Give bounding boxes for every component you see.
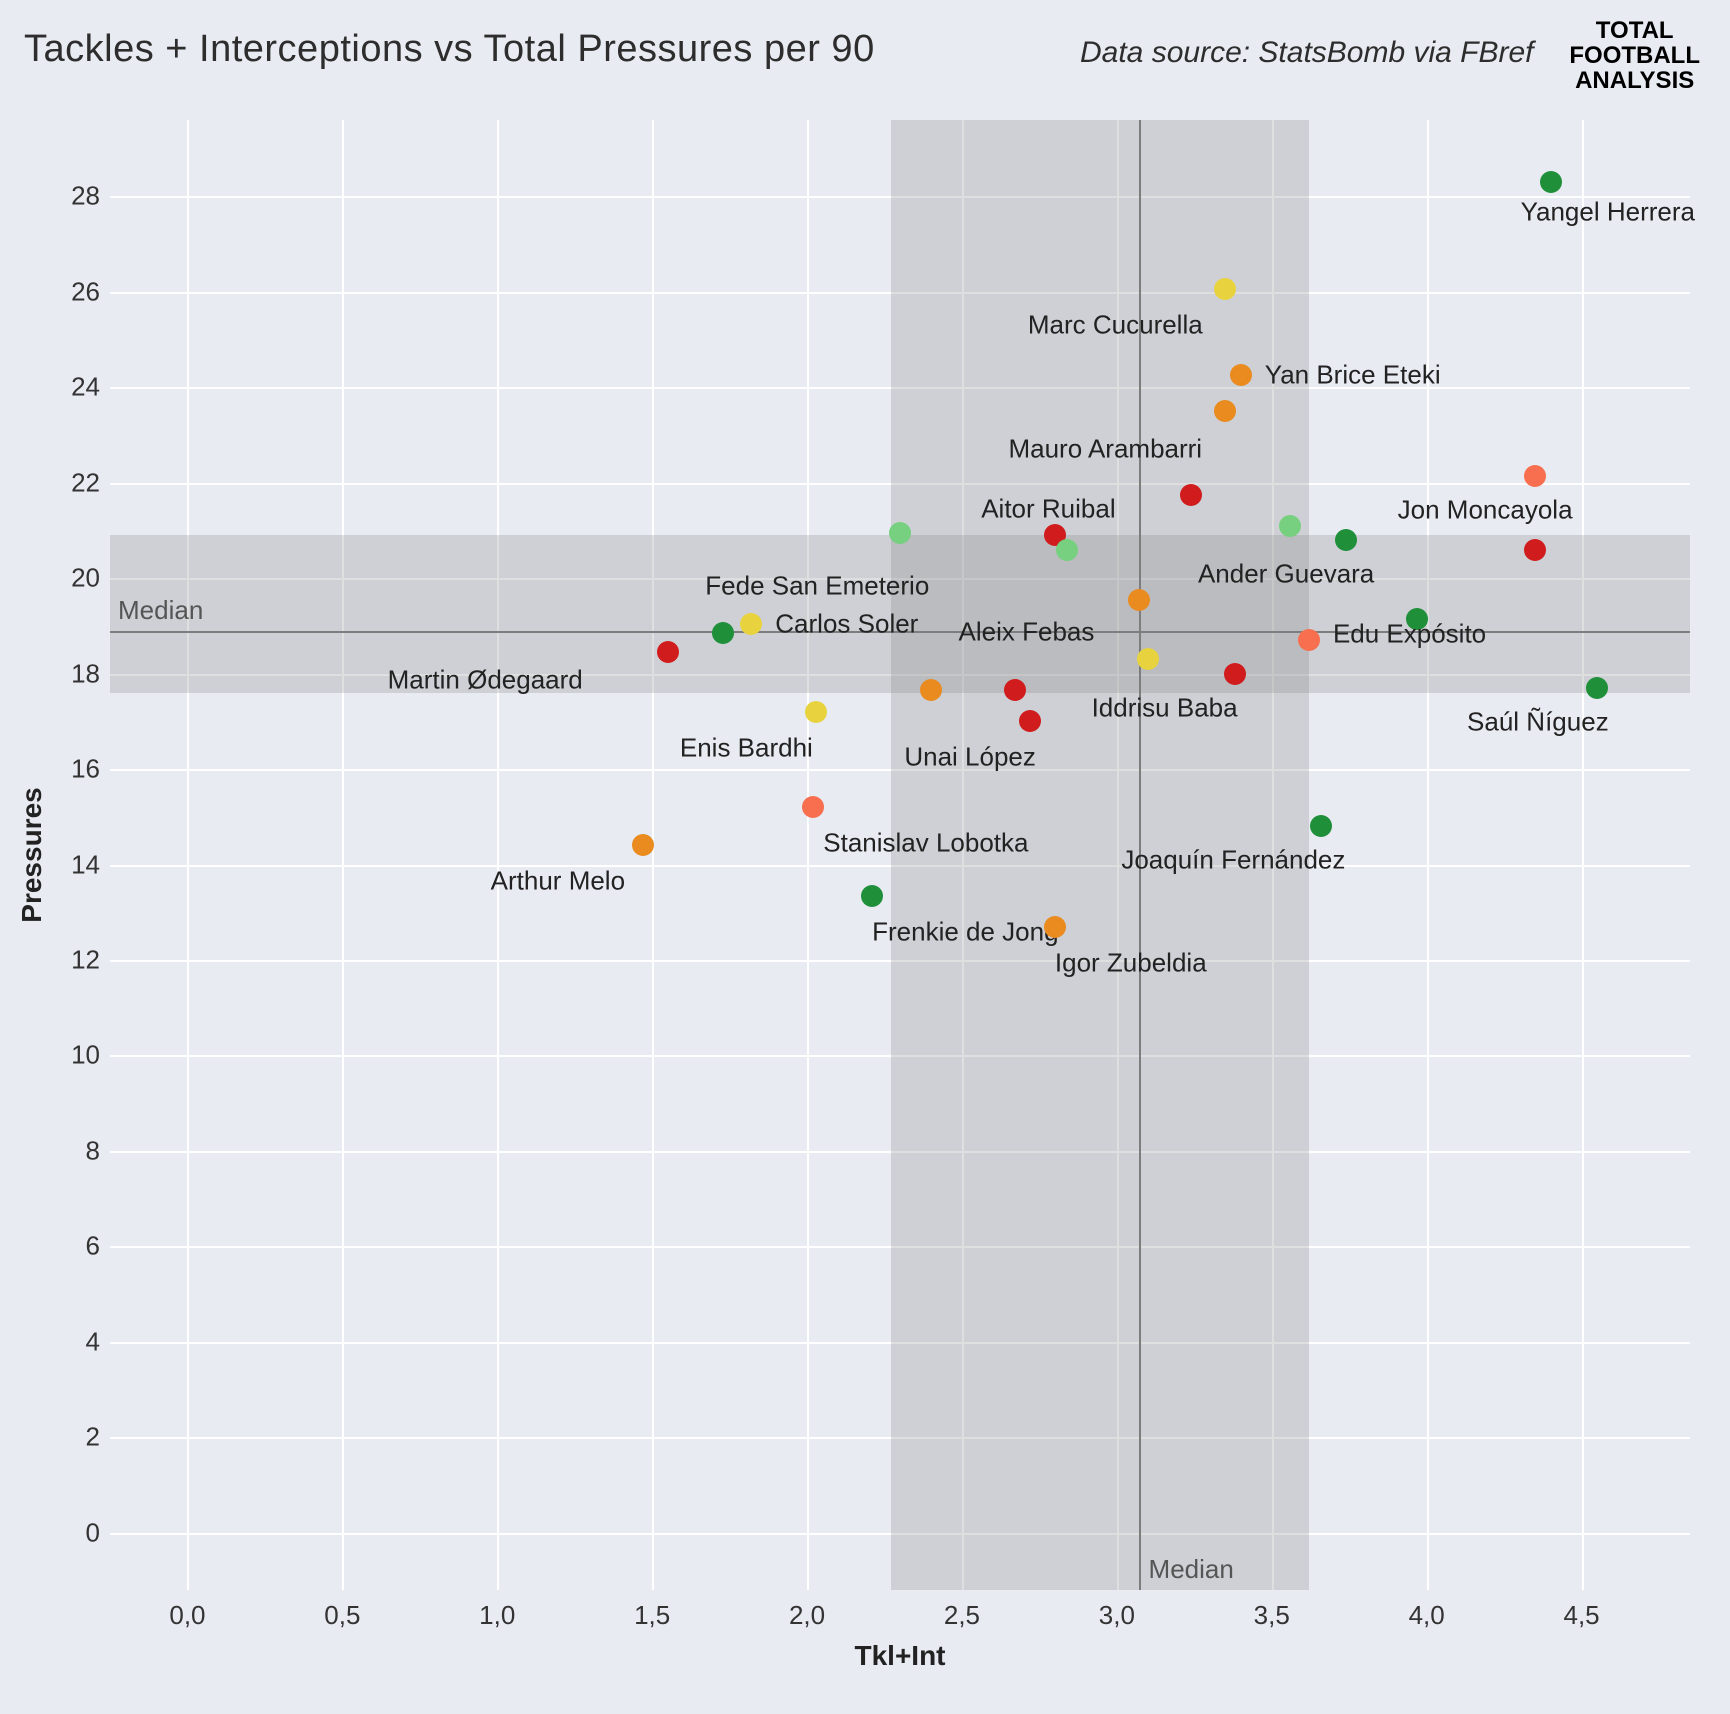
x-tick-label: 4,0 xyxy=(1409,1600,1445,1631)
data-point-label: Martin Ødegaard xyxy=(388,665,583,696)
data-point xyxy=(1230,364,1252,386)
gridline-v xyxy=(342,120,344,1590)
y-tick-label: 20 xyxy=(50,563,100,594)
data-point-label: Stanislav Lobotka xyxy=(823,828,1028,859)
data-point-label: Frenkie de Jong xyxy=(872,916,1058,947)
y-axis-label: Pressures xyxy=(16,787,48,922)
data-point xyxy=(1586,677,1608,699)
y-tick-label: 10 xyxy=(50,1040,100,1071)
y-tick-label: 26 xyxy=(50,276,100,307)
data-point xyxy=(1214,278,1236,300)
data-point xyxy=(920,679,942,701)
data-point-label: Aitor Ruibal xyxy=(981,493,1115,524)
y-tick-label: 6 xyxy=(50,1231,100,1262)
x-tick-label: 2,0 xyxy=(789,1600,825,1631)
gridline-v xyxy=(1427,120,1429,1590)
y-tick-label: 12 xyxy=(50,945,100,976)
y-tick-label: 16 xyxy=(50,754,100,785)
x-tick-label: 3,0 xyxy=(1099,1600,1135,1631)
y-tick-label: 14 xyxy=(50,849,100,880)
data-point xyxy=(632,834,654,856)
data-point xyxy=(1004,679,1026,701)
data-point xyxy=(1224,663,1246,685)
data-point xyxy=(889,522,911,544)
gridline-v xyxy=(1582,120,1584,1590)
data-point-label: Mauro Arambarri xyxy=(1008,434,1202,465)
y-tick-label: 28 xyxy=(50,181,100,212)
data-point-label: Arthur Melo xyxy=(491,866,625,897)
x-tick-label: 0,5 xyxy=(324,1600,360,1631)
data-point-label: Aleix Febas xyxy=(959,616,1095,647)
x-tick-label: 2,5 xyxy=(944,1600,980,1631)
gridline-v xyxy=(652,120,654,1590)
data-point xyxy=(802,796,824,818)
data-point xyxy=(1214,400,1236,422)
chart-container: Tackles + Interceptions vs Total Pressur… xyxy=(0,0,1730,1714)
y-tick-label: 24 xyxy=(50,372,100,403)
y-tick-label: 4 xyxy=(50,1326,100,1357)
y-tick-label: 0 xyxy=(50,1517,100,1548)
chart-title: Tackles + Interceptions vs Total Pressur… xyxy=(24,28,875,71)
data-point-label: Enis Bardhi xyxy=(680,732,813,763)
median-label-y: Median xyxy=(118,595,203,626)
x-axis-label: Tkl+Int xyxy=(854,1640,945,1672)
chart-subtitle: Data source: StatsBomb via FBref xyxy=(1080,36,1534,70)
data-point-label: Iddrisu Baba xyxy=(1092,692,1238,723)
data-point-label: Igor Zubeldia xyxy=(1055,947,1207,978)
gridline-v xyxy=(807,120,809,1590)
data-point xyxy=(861,885,883,907)
y-tick-label: 18 xyxy=(50,658,100,689)
data-point xyxy=(657,641,679,663)
data-point-label: Fede San Emeterio xyxy=(705,570,929,601)
x-tick-label: 3,5 xyxy=(1254,1600,1290,1631)
data-point-label: Ander Guevara xyxy=(1198,559,1374,590)
x-tick-label: 4,5 xyxy=(1563,1600,1599,1631)
data-point xyxy=(1524,465,1546,487)
y-tick-label: 2 xyxy=(50,1422,100,1453)
data-point xyxy=(712,622,734,644)
data-point-label: Joaquín Fernández xyxy=(1121,845,1345,876)
data-point xyxy=(1137,648,1159,670)
data-point xyxy=(1128,589,1150,611)
data-point-label: Saúl Ñíguez xyxy=(1467,706,1609,737)
y-tick-label: 22 xyxy=(50,467,100,498)
data-point-label: Marc Cucurella xyxy=(1028,310,1203,341)
data-point xyxy=(1540,171,1562,193)
logo-total-football-analysis: TOTAL FOOTBALL ANALYSIS xyxy=(1569,18,1700,94)
y-tick-label: 8 xyxy=(50,1135,100,1166)
x-tick-label: 1,0 xyxy=(479,1600,515,1631)
x-tick-label: 0,0 xyxy=(169,1600,205,1631)
data-point xyxy=(740,613,762,635)
plot-area: MedianMedianYangel HerreraMarc Cucurella… xyxy=(110,120,1690,1590)
data-point xyxy=(1310,815,1332,837)
data-point xyxy=(1279,515,1301,537)
data-point-label: Carlos Soler xyxy=(775,608,918,639)
gridline-v xyxy=(497,120,499,1590)
gridline-v xyxy=(187,120,189,1590)
data-point-label: Yangel Herrera xyxy=(1521,197,1695,228)
data-point-label: Jon Moncayola xyxy=(1398,494,1573,525)
data-point xyxy=(1335,529,1357,551)
data-point xyxy=(1056,539,1078,561)
x-tick-label: 1,5 xyxy=(634,1600,670,1631)
data-point xyxy=(1044,916,1066,938)
data-point xyxy=(1019,710,1041,732)
median-label-x: Median xyxy=(1149,1554,1234,1585)
data-point xyxy=(805,701,827,723)
data-point-label: Yan Brice Eteki xyxy=(1265,360,1441,391)
data-point-label: Unai López xyxy=(904,742,1036,773)
data-point xyxy=(1524,539,1546,561)
data-point-label: Edu Expósito xyxy=(1333,619,1486,650)
data-point xyxy=(1180,484,1202,506)
data-point xyxy=(1298,629,1320,651)
